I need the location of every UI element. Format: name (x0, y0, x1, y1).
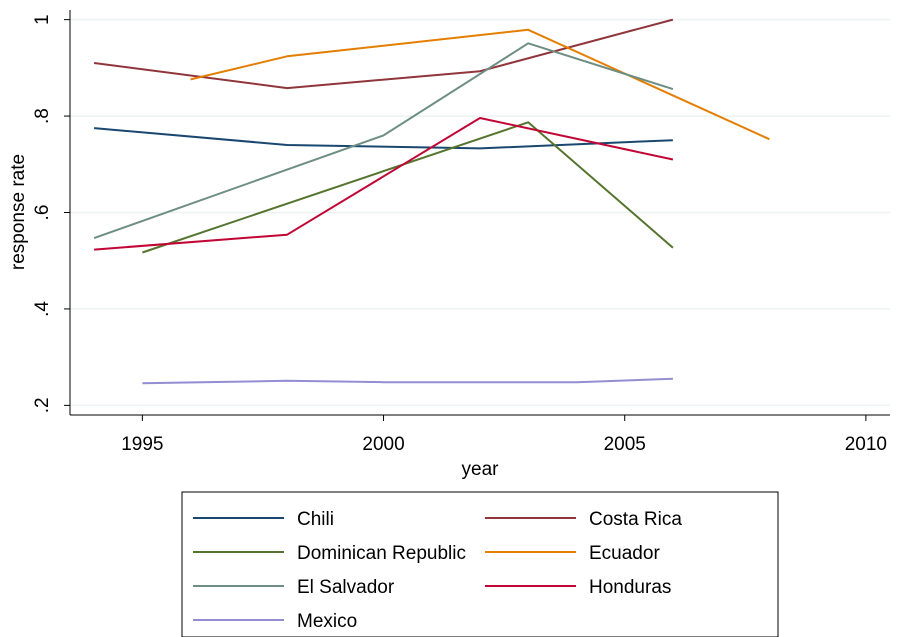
x-axis-ticks: 1995 2000 2005 2010 (121, 415, 887, 455)
y-tick-label: 1 (32, 14, 53, 25)
legend-box (181, 491, 779, 637)
legend-label-honduras: Honduras (589, 577, 671, 598)
y-tick-label: .2 (32, 397, 53, 413)
x-tick-label: 2010 (845, 434, 887, 455)
y-tick-label: .4 (32, 301, 53, 317)
legend-label-dominican-republic: Dominican Republic (297, 543, 466, 564)
series-line-honduras (94, 117, 674, 251)
y-tick-label: .6 (32, 205, 53, 221)
series-lines (93, 18, 770, 385)
legend-items: Chili Costa Rica Dominican Republic Ecuador… (193, 509, 682, 632)
series-line-el-salvador (93, 42, 674, 240)
y-axis-title: response rate (8, 154, 29, 270)
x-tick-label: 2000 (362, 434, 404, 455)
y-axis-ticks: .2 .4 .6 .8 1 (32, 14, 70, 413)
series-line-ecuador (190, 28, 770, 141)
y-tick-label: .8 (32, 108, 53, 124)
series-line-costa-rica (93, 18, 674, 90)
gridlines (70, 18, 890, 407)
x-tick-label: 2005 (604, 434, 646, 455)
legend-label-chili: Chili (297, 509, 334, 530)
x-axis-title: year (462, 459, 500, 480)
legend: Chili Costa Rica Dominican Republic Ecuador… (181, 491, 779, 637)
legend-label-el-salvador: El Salvador (297, 577, 395, 598)
series-line-mexico (142, 377, 673, 385)
legend-label-ecuador: Ecuador (589, 543, 660, 564)
legend-label-mexico: Mexico (297, 611, 357, 632)
series-line-chili (94, 127, 673, 150)
legend-label-costa-rica: Costa Rica (589, 509, 682, 530)
x-tick-label: 1995 (121, 434, 163, 455)
series-line-dominican-republic (142, 121, 674, 254)
